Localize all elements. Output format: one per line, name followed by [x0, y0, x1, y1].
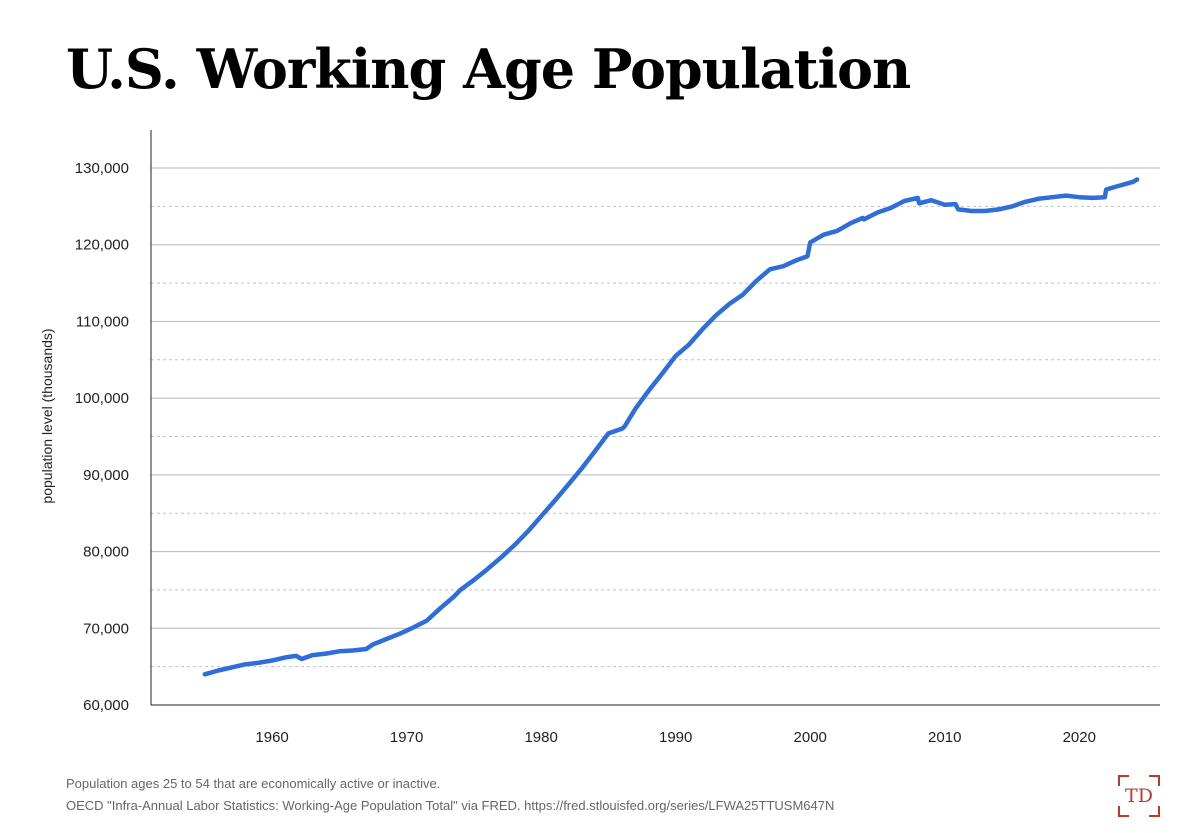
y-axis-label: population level (thousands) — [39, 328, 55, 503]
logo-corner — [1118, 806, 1129, 817]
population-line — [202, 177, 1140, 677]
x-tick-label: 1960 — [255, 729, 288, 746]
x-tick-label: 1970 — [390, 729, 423, 746]
y-tick-label: 80,000 — [83, 544, 129, 561]
page-title: U.S. Working Age Population — [66, 37, 911, 101]
logo-corner — [1149, 806, 1160, 817]
x-tick-label: 2020 — [1063, 729, 1096, 746]
x-tick-labels: 1960 1970 1980 1990 2000 2010 2020 — [255, 729, 1096, 746]
y-tick-labels: 60,000 70,000 80,000 90,000 100,000 110,000 12… — [75, 160, 129, 714]
y-tick-label: 100,000 — [75, 390, 129, 407]
axes — [150, 130, 1160, 706]
y-tick-label: 70,000 — [83, 620, 129, 637]
x-tick-label: 1980 — [524, 729, 557, 746]
gridlines — [151, 167, 1160, 668]
logo-corner — [1118, 775, 1129, 786]
x-tick-label: 2010 — [928, 729, 961, 746]
y-tick-label: 60,000 — [83, 697, 129, 714]
y-tick-label: 110,000 — [76, 313, 129, 330]
footnote-source: OECD "Infra-Annual Labor Statistics: Wor… — [66, 798, 835, 813]
logo-text: TD — [1125, 785, 1153, 807]
logo-corner — [1149, 775, 1160, 786]
x-tick-label: 2000 — [794, 729, 827, 746]
y-tick-label: 90,000 — [83, 467, 129, 484]
footnote-description: Population ages 25 to 54 that are econom… — [66, 776, 441, 791]
y-tick-label: 120,000 — [75, 237, 129, 254]
y-tick-label: 130,000 — [75, 160, 129, 177]
x-tick-label: 1990 — [659, 729, 692, 746]
series-layer — [202, 177, 1140, 677]
brand-logo: TD — [1118, 775, 1160, 817]
